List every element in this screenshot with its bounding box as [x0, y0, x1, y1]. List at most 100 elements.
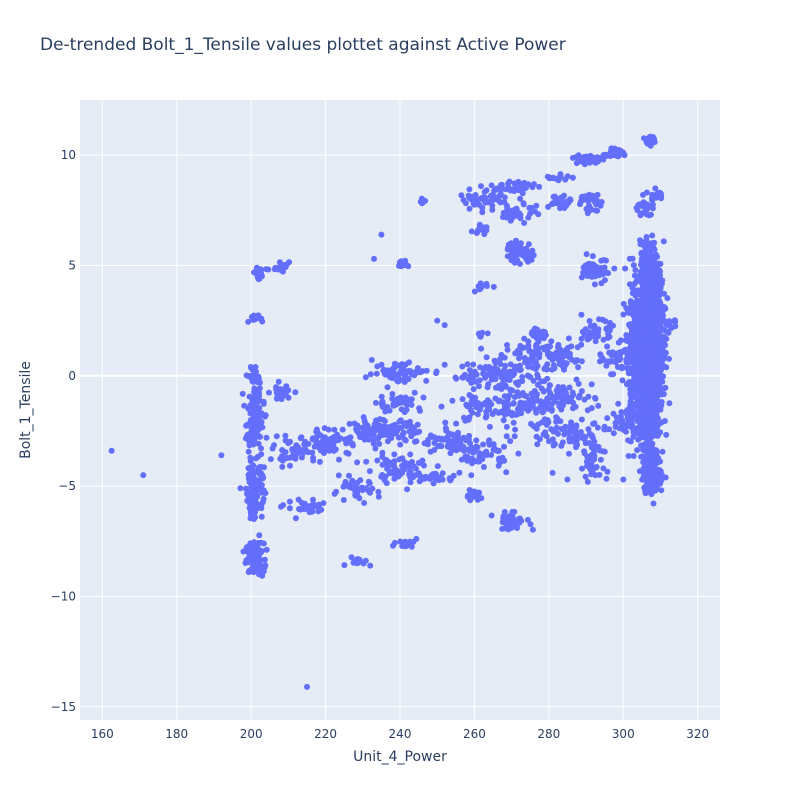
scatter-point — [483, 280, 490, 287]
scatter-point — [649, 279, 656, 286]
scatter-point — [367, 371, 374, 378]
y-tick-label: −5 — [58, 479, 76, 493]
scatter-point — [439, 470, 446, 477]
scatter-point — [286, 498, 293, 505]
scatter-point — [447, 450, 454, 457]
scatter-point — [250, 398, 257, 405]
scatter-point — [354, 479, 361, 486]
scatter-point — [490, 441, 497, 448]
scatter-point — [540, 388, 547, 395]
scatter-point — [500, 214, 506, 220]
scatter-point — [382, 371, 389, 378]
scatter-point — [640, 254, 647, 261]
scatter-point — [283, 261, 290, 268]
scatter-point — [666, 400, 673, 407]
scatter-point — [644, 383, 651, 389]
scatter-point — [528, 420, 534, 427]
scatter-point — [594, 424, 601, 431]
scatter-point — [497, 361, 504, 368]
scatter-point — [613, 357, 620, 364]
scatter-point — [649, 232, 656, 239]
scatter-point — [589, 332, 596, 339]
scatter-point — [555, 384, 562, 390]
scatter-point — [320, 437, 327, 444]
scatter-point — [261, 413, 268, 420]
scatter-point — [529, 352, 536, 359]
scatter-point — [258, 272, 265, 278]
scatter-point — [331, 438, 338, 445]
scatter-point — [578, 416, 585, 423]
scatter-point — [517, 195, 524, 202]
scatter-point — [433, 370, 440, 377]
scatter-point — [394, 467, 401, 474]
scatter-point — [560, 365, 567, 372]
scatter-point — [630, 453, 637, 459]
scatter-point — [632, 267, 639, 273]
scatter-point — [298, 454, 305, 461]
scatter-point — [603, 475, 610, 482]
scatter-point — [484, 330, 491, 337]
scatter-point — [672, 323, 679, 330]
scatter-point — [603, 426, 609, 433]
scatter-point — [286, 505, 293, 512]
scatter-point — [583, 458, 590, 465]
scatter-point — [415, 470, 422, 477]
scatter-point — [515, 379, 522, 386]
scatter-point — [366, 480, 373, 487]
scatter-point — [275, 266, 282, 273]
scatter-point — [532, 332, 539, 339]
scatter-point — [525, 342, 532, 349]
scatter-point — [624, 410, 631, 417]
scatter-point — [647, 292, 653, 298]
scatter-point — [419, 199, 426, 206]
scatter-point — [527, 374, 534, 381]
scatter-point — [551, 441, 558, 447]
scatter-point — [653, 191, 660, 198]
scatter-point — [361, 500, 368, 506]
scatter-point — [526, 347, 533, 354]
scatter-point — [631, 280, 638, 287]
scatter-point — [275, 378, 282, 385]
y-tick-label: 5 — [68, 258, 76, 272]
scatter-point — [522, 251, 529, 257]
scatter-point — [517, 260, 523, 267]
scatter-point — [640, 427, 647, 434]
scatter-point — [635, 430, 641, 437]
scatter-point — [396, 456, 403, 463]
scatter-point — [671, 318, 678, 325]
scatter-point — [311, 503, 318, 509]
scatter-point — [405, 263, 412, 270]
scatter-point — [664, 295, 671, 302]
scatter-point — [477, 284, 484, 291]
scatter-point — [578, 388, 585, 395]
scatter-point — [656, 317, 663, 324]
scatter-point — [498, 186, 505, 193]
scatter-point — [473, 443, 480, 450]
scatter-point — [287, 462, 293, 469]
scatter-point — [545, 343, 552, 350]
scatter-point — [488, 512, 495, 519]
scatter-point — [659, 378, 666, 385]
scatter-point — [511, 433, 518, 440]
scatter-point — [386, 470, 393, 477]
scatter-point — [245, 472, 252, 478]
scatter-point — [468, 398, 475, 405]
scatter-point — [531, 181, 537, 188]
scatter-point — [638, 261, 644, 268]
scatter-point — [625, 370, 632, 377]
scatter-point — [498, 351, 505, 358]
scatter-point — [140, 472, 147, 479]
scatter-point — [368, 357, 375, 363]
scatter-point — [360, 430, 367, 437]
scatter-point — [488, 452, 495, 458]
scatter-point — [532, 325, 538, 332]
scatter-point — [382, 408, 389, 415]
scatter-point — [548, 407, 555, 414]
scatter-point — [637, 303, 644, 310]
scatter-point — [410, 474, 417, 481]
scatter-point — [653, 378, 660, 384]
scatter-point — [493, 384, 499, 391]
scatter-point — [379, 400, 386, 407]
y-axis-title: Bolt_1_Tensile — [18, 361, 34, 459]
scatter-point — [533, 345, 540, 352]
